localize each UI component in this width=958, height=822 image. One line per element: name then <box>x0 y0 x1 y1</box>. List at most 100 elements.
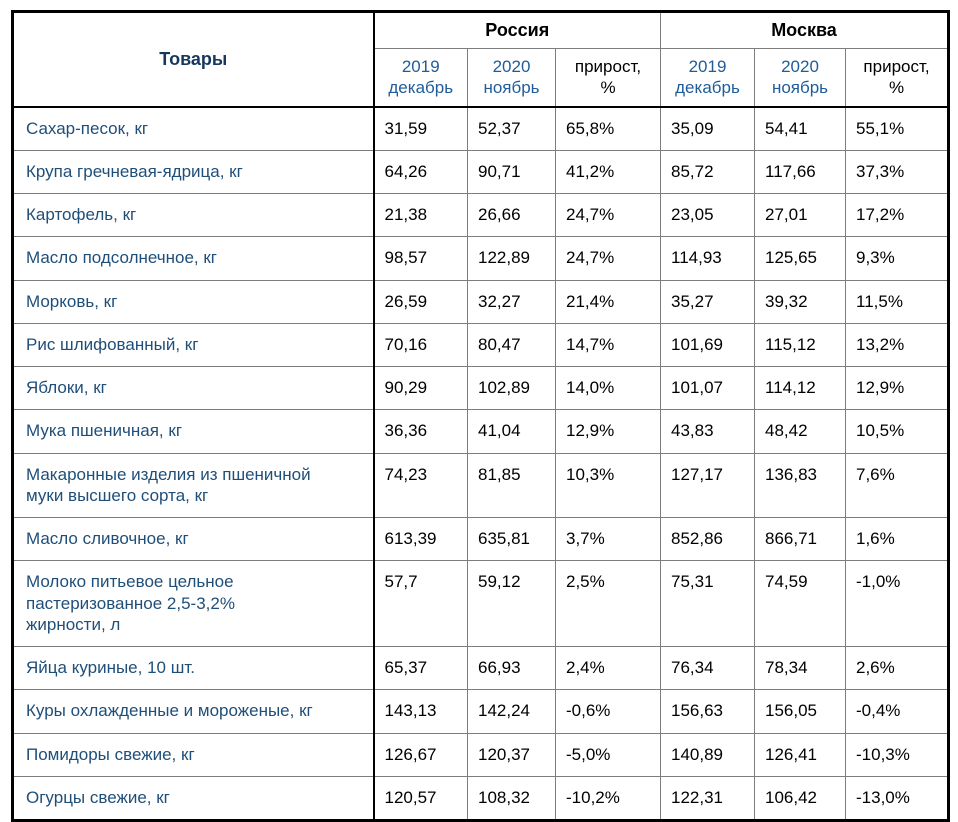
value-cell: 852,86 <box>660 516 755 562</box>
value-cell: 635,81 <box>467 516 556 562</box>
table-row: Помидоры свежие, кг 126,67 120,37 -5,0% 140,… <box>12 732 950 777</box>
product-cell: Помидоры свежие, кг <box>12 732 375 777</box>
product-cell: Куры охлажденные и мороженые, кг <box>12 689 375 734</box>
value-cell: 24,7% <box>555 236 661 281</box>
value-cell: 74,23 <box>373 452 468 518</box>
value-cell: 57,7 <box>373 560 468 647</box>
value-cell: 26,59 <box>373 279 468 324</box>
value-cell: 14,7% <box>555 322 661 368</box>
value-cell: 140,89 <box>660 732 755 777</box>
value-cell: 866,71 <box>754 516 846 562</box>
value-cell: 122,89 <box>467 236 556 281</box>
value-cell: 26,66 <box>467 192 556 238</box>
value-cell: 70,16 <box>373 322 468 368</box>
group-header-russia: Россия <box>373 11 661 49</box>
product-cell: Молоко питьевое цельное пастеризованное … <box>12 560 375 647</box>
value-cell: 122,31 <box>660 775 755 822</box>
subheader-russia-2020-november: 2020 ноябрь <box>467 48 556 108</box>
subheader-moscow-growth: прирост, % <box>844 48 950 108</box>
value-cell: 98,57 <box>373 236 468 281</box>
value-cell: 37,3% <box>844 149 950 195</box>
value-cell: 12,9% <box>555 409 661 454</box>
value-cell: 143,13 <box>373 689 468 734</box>
group-header-row: Товары Россия Москва <box>12 11 950 108</box>
value-cell: 10,5% <box>844 409 950 454</box>
value-cell: 114,12 <box>754 365 846 411</box>
value-cell: 120,37 <box>467 732 556 777</box>
value-cell: 35,09 <box>660 106 755 151</box>
price-table: Товары Россия Москва 2019 декабрь 2020 н… <box>11 10 951 822</box>
value-cell: 35,27 <box>660 279 755 324</box>
value-cell: 17,2% <box>844 192 950 238</box>
value-cell: 90,71 <box>467 149 556 195</box>
value-cell: 65,8% <box>555 106 661 151</box>
table-row: Масло подсолнечное, кг 98,57 122,89 24,7% 11… <box>12 236 950 281</box>
value-cell: 613,39 <box>373 516 468 562</box>
subheader-moscow-2019-december: 2019 декабрь <box>660 48 755 108</box>
table-row: Огурцы свежие, кг 120,57 108,32 -10,2% 122,3… <box>12 775 950 822</box>
page: Товары Россия Москва 2019 декабрь 2020 н… <box>11 10 951 822</box>
table-row: Молоко питьевое цельное пастеризованное … <box>12 560 950 647</box>
table-row: Картофель, кг 21,38 26,66 24,7% 23,05 27,01 17… <box>12 192 950 238</box>
value-cell: 36,36 <box>373 409 468 454</box>
table-row: Мука пшеничная, кг 36,36 41,04 12,9% 43,83 48… <box>12 409 950 454</box>
value-cell: 125,65 <box>754 236 846 281</box>
product-cell: Масло сливочное, кг <box>12 516 375 562</box>
value-cell: 10,3% <box>555 452 661 518</box>
value-cell: 9,3% <box>844 236 950 281</box>
value-cell: 76,34 <box>660 645 755 691</box>
value-cell: 101,69 <box>660 322 755 368</box>
value-cell: -10,3% <box>844 732 950 777</box>
value-cell: 41,04 <box>467 409 556 454</box>
table-row: Яблоки, кг 90,29 102,89 14,0% 101,07 114,12 12… <box>12 365 950 411</box>
value-cell: 75,31 <box>660 560 755 647</box>
subheader-row: 2019 декабрь 2020 ноябрь прирост, % 2019… <box>13 48 950 108</box>
value-cell: 21,4% <box>555 279 661 324</box>
value-cell: 31,59 <box>373 106 468 151</box>
product-cell: Крупа гречневая-ядрица, кг <box>12 149 375 195</box>
value-cell: -5,0% <box>555 732 661 777</box>
value-cell: -10,2% <box>555 775 661 822</box>
value-cell: 90,29 <box>373 365 468 411</box>
value-cell: 108,32 <box>467 775 556 822</box>
product-cell: Огурцы свежие, кг <box>12 775 375 822</box>
value-cell: 2,5% <box>555 560 661 647</box>
value-cell: 7,6% <box>844 452 950 518</box>
subheader-russia-2019-december: 2019 декабрь <box>373 48 468 108</box>
value-cell: 43,83 <box>660 409 755 454</box>
table-body: Сахар-песок, кг 31,59 52,37 65,8% 35,09 54,41… <box>12 106 950 822</box>
table-row: Яйца куриные, 10 шт. 65,37 66,93 2,4% 76,34 7… <box>12 645 950 691</box>
table-header: Товары Россия Москва 2019 декабрь 2020 н… <box>12 11 950 108</box>
value-cell: 66,93 <box>467 645 556 691</box>
value-cell: 102,89 <box>467 365 556 411</box>
product-cell: Мука пшеничная, кг <box>12 409 375 454</box>
value-cell: 11,5% <box>844 279 950 324</box>
value-cell: 126,41 <box>754 732 846 777</box>
table-row: Макаронные изделия из пшеничной муки выс… <box>12 452 950 518</box>
product-cell: Яйца куриные, 10 шт. <box>12 645 375 691</box>
table-row: Крупа гречневая-ядрица, кг 64,26 90,71 41,2… <box>12 149 950 195</box>
value-cell: 2,4% <box>555 645 661 691</box>
value-cell: 142,24 <box>467 689 556 734</box>
value-cell: 120,57 <box>373 775 468 822</box>
value-cell: 101,07 <box>660 365 755 411</box>
product-cell: Рис шлифованный, кг <box>12 322 375 368</box>
value-cell: 114,93 <box>660 236 755 281</box>
value-cell: 55,1% <box>844 106 950 151</box>
value-cell: 115,12 <box>754 322 846 368</box>
value-cell: 52,37 <box>467 106 556 151</box>
table-row: Рис шлифованный, кг 70,16 80,47 14,7% 101,69… <box>12 322 950 368</box>
value-cell: 39,32 <box>754 279 846 324</box>
value-cell: 65,37 <box>373 645 468 691</box>
table-row: Масло сливочное, кг 613,39 635,81 3,7% 852,8… <box>12 516 950 562</box>
value-cell: 74,59 <box>754 560 846 647</box>
value-cell: 27,01 <box>754 192 846 238</box>
value-cell: 24,7% <box>555 192 661 238</box>
value-cell: 13,2% <box>844 322 950 368</box>
value-cell: -0,6% <box>555 689 661 734</box>
product-cell: Картофель, кг <box>12 192 375 238</box>
value-cell: 156,05 <box>754 689 846 734</box>
products-column-header: Товары <box>12 11 375 108</box>
subheader-moscow-2020-november: 2020 ноябрь <box>754 48 846 108</box>
value-cell: 127,17 <box>660 452 755 518</box>
